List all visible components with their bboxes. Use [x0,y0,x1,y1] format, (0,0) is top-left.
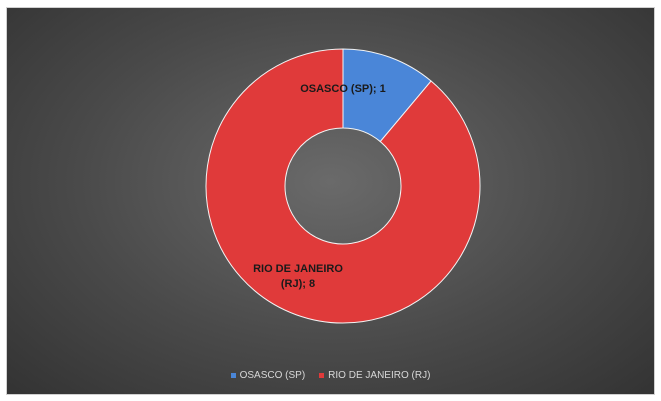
data-label-rio: RIO DE JANEIRO (RJ); 8 [253,263,343,290]
legend-swatch-osasco [230,373,236,378]
legend-swatch-rio [319,373,325,378]
legend: OSASCO (SP) RIO DE JANEIRO (RJ) [0,370,661,381]
legend-label-rio: RIO DE JANEIRO (RJ) [328,370,431,381]
data-label-osasco: OSASCO (SP); 1 [300,83,386,95]
legend-item-osasco: OSASCO (SP) [230,370,306,381]
slice-rio [205,48,481,324]
legend-item-rio: RIO DE JANEIRO (RJ) [319,370,430,381]
legend-label-osasco: OSASCO (SP) [239,370,306,381]
